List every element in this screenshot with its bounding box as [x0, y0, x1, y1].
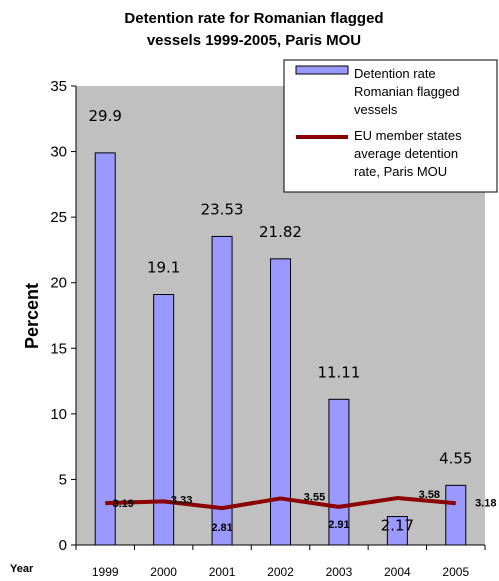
y-tick-label: 35 — [50, 78, 67, 95]
line-data-label: 3.33 — [171, 494, 192, 506]
legend-bar-label-line-2: Romanian flagged — [354, 84, 460, 99]
line-data-label: 3.55 — [304, 491, 325, 503]
bar — [270, 258, 291, 546]
x-tick-label: 2003 — [326, 565, 353, 579]
legend-bar-label-line-3: vessels — [354, 102, 398, 117]
x-tick-label: 2000 — [150, 565, 177, 579]
legend: Detention rate Romanian flagged vessels … — [283, 59, 498, 193]
y-tick-label: 5 — [59, 471, 67, 488]
chart-title-line-1: Detention rate for Romanian flagged — [124, 10, 383, 27]
y-tick-label: 25 — [50, 209, 67, 226]
legend-line-label-line-1: EU member states — [354, 128, 462, 143]
x-tick-label: 1999 — [92, 565, 119, 579]
bar-data-label: 21.82 — [259, 223, 302, 241]
x-tick-label: 2001 — [209, 565, 236, 579]
x-tick-label: 2004 — [384, 565, 411, 579]
bar-data-labels: 29.9 19.1 23.53 21.82 11.11 2.17 4.55 — [89, 107, 473, 535]
legend-box — [283, 59, 498, 193]
line-data-label: 3.18 — [475, 497, 496, 509]
y-tick-label: 10 — [50, 406, 67, 423]
chart-title-line-2: vessels 1999-2005, Paris MOU — [147, 32, 361, 49]
line-data-label: 3.58 — [419, 489, 440, 501]
bar-data-label: 11.11 — [317, 363, 360, 381]
bar — [153, 294, 175, 546]
x-tick-label: 2005 — [442, 565, 469, 579]
line-data-label: 2.81 — [211, 522, 232, 534]
y-axis-ticks: 0 5 10 15 20 25 30 35 — [50, 78, 76, 554]
bar-data-label: 19.1 — [147, 259, 180, 277]
line-data-labels: 3.19 3.33 2.81 3.55 2.91 3.58 3.18 — [113, 489, 497, 534]
eu-average-line — [105, 496, 456, 511]
legend-line-label-line-2: average detention — [354, 146, 458, 161]
y-tick-label: 0 — [59, 537, 67, 554]
legend-bar-label-line-1: Detention rate — [354, 66, 436, 81]
eu-average-line-path — [105, 496, 456, 511]
legend-bar-swatch — [295, 65, 349, 75]
bar — [445, 484, 467, 546]
bar-data-label: 23.53 — [201, 200, 244, 218]
line-data-label: 2.91 — [328, 519, 349, 531]
legend-line-label-line-3: rate, Paris MOU — [354, 164, 447, 179]
bar-data-label: 2.17 — [381, 517, 414, 535]
bar — [211, 235, 233, 546]
y-tick-label: 20 — [50, 275, 67, 292]
bar-data-label: 4.55 — [439, 449, 472, 467]
x-tick-label: 2002 — [267, 565, 294, 579]
line-data-label: 3.19 — [113, 498, 134, 510]
y-tick-label: 30 — [50, 144, 67, 161]
y-tick-label: 15 — [50, 340, 67, 357]
x-axis-ticks: 1999 2000 2001 2002 2003 2004 2005 — [75, 545, 486, 579]
x-axis-title: Year — [10, 563, 34, 575]
y-axis-title: Percent — [22, 283, 42, 349]
bar-data-label: 29.9 — [89, 107, 122, 125]
bar — [94, 152, 116, 546]
